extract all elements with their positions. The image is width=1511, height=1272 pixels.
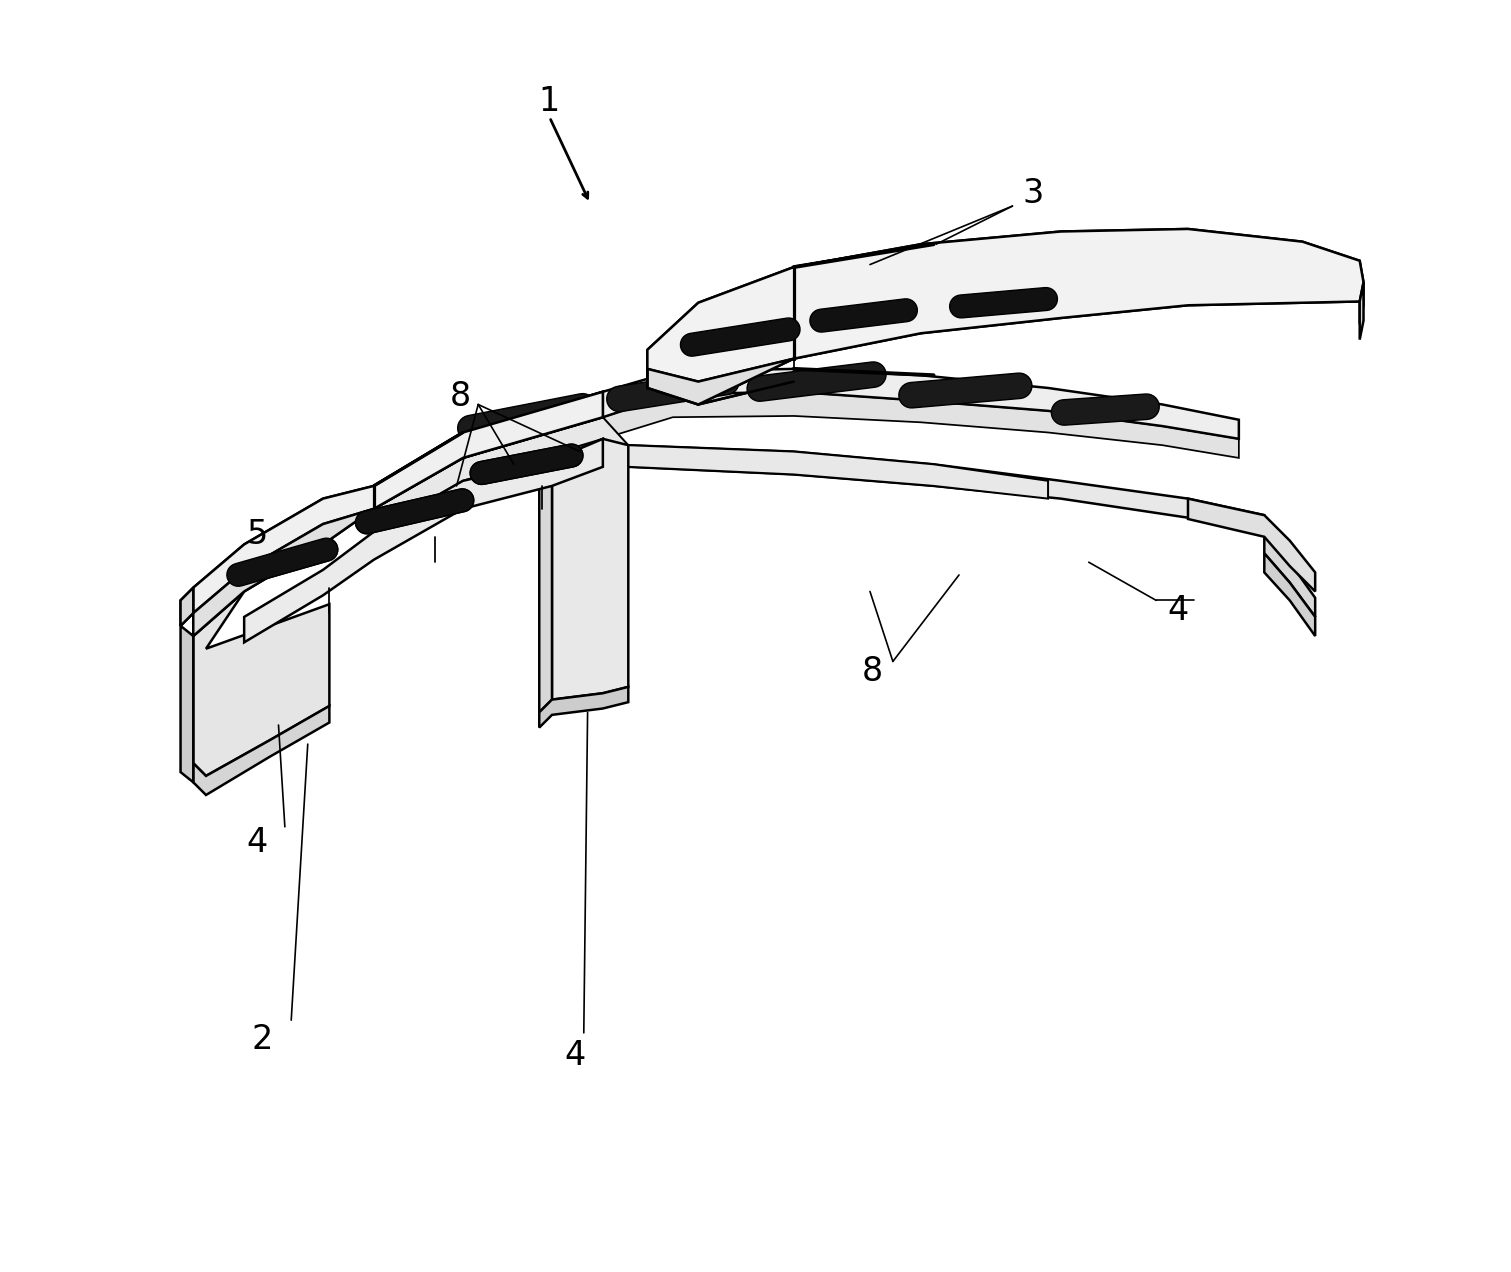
Polygon shape: [746, 363, 885, 401]
Polygon shape: [607, 369, 739, 412]
Polygon shape: [647, 359, 793, 404]
Polygon shape: [193, 706, 329, 795]
Polygon shape: [680, 318, 799, 356]
Polygon shape: [373, 369, 1239, 509]
Polygon shape: [1188, 499, 1315, 591]
Polygon shape: [193, 392, 603, 613]
Polygon shape: [180, 626, 193, 782]
Polygon shape: [950, 287, 1058, 318]
Text: 4: 4: [1166, 594, 1189, 627]
Polygon shape: [950, 287, 1058, 318]
Polygon shape: [458, 393, 595, 441]
Polygon shape: [373, 417, 1049, 532]
Polygon shape: [245, 439, 603, 642]
Polygon shape: [539, 460, 552, 712]
Text: 8: 8: [450, 380, 471, 413]
Polygon shape: [1265, 553, 1315, 636]
Polygon shape: [539, 687, 629, 728]
Polygon shape: [1265, 534, 1315, 617]
Polygon shape: [647, 229, 1363, 382]
Text: 1: 1: [539, 85, 561, 118]
Polygon shape: [552, 439, 629, 700]
Polygon shape: [355, 488, 474, 534]
Polygon shape: [810, 299, 917, 332]
Text: 2: 2: [251, 1023, 272, 1056]
Polygon shape: [193, 591, 329, 776]
Polygon shape: [680, 318, 799, 356]
Text: 4: 4: [246, 826, 267, 859]
Text: 8: 8: [861, 655, 882, 688]
Polygon shape: [193, 392, 603, 613]
Polygon shape: [1360, 282, 1363, 340]
Polygon shape: [180, 588, 193, 626]
Polygon shape: [355, 488, 474, 534]
Polygon shape: [899, 373, 1032, 408]
Text: 4: 4: [564, 1039, 585, 1072]
Polygon shape: [373, 392, 1239, 528]
Polygon shape: [470, 444, 583, 485]
Text: 3: 3: [1021, 177, 1044, 210]
Polygon shape: [810, 299, 917, 332]
Polygon shape: [227, 538, 338, 586]
Polygon shape: [193, 509, 373, 636]
Polygon shape: [1052, 394, 1159, 425]
Polygon shape: [470, 444, 583, 485]
Text: 5: 5: [246, 518, 267, 551]
Polygon shape: [1360, 282, 1363, 324]
Polygon shape: [193, 509, 373, 636]
Polygon shape: [647, 229, 1363, 382]
Polygon shape: [629, 445, 1265, 534]
Polygon shape: [227, 538, 338, 586]
Polygon shape: [180, 588, 193, 626]
Polygon shape: [647, 359, 793, 404]
